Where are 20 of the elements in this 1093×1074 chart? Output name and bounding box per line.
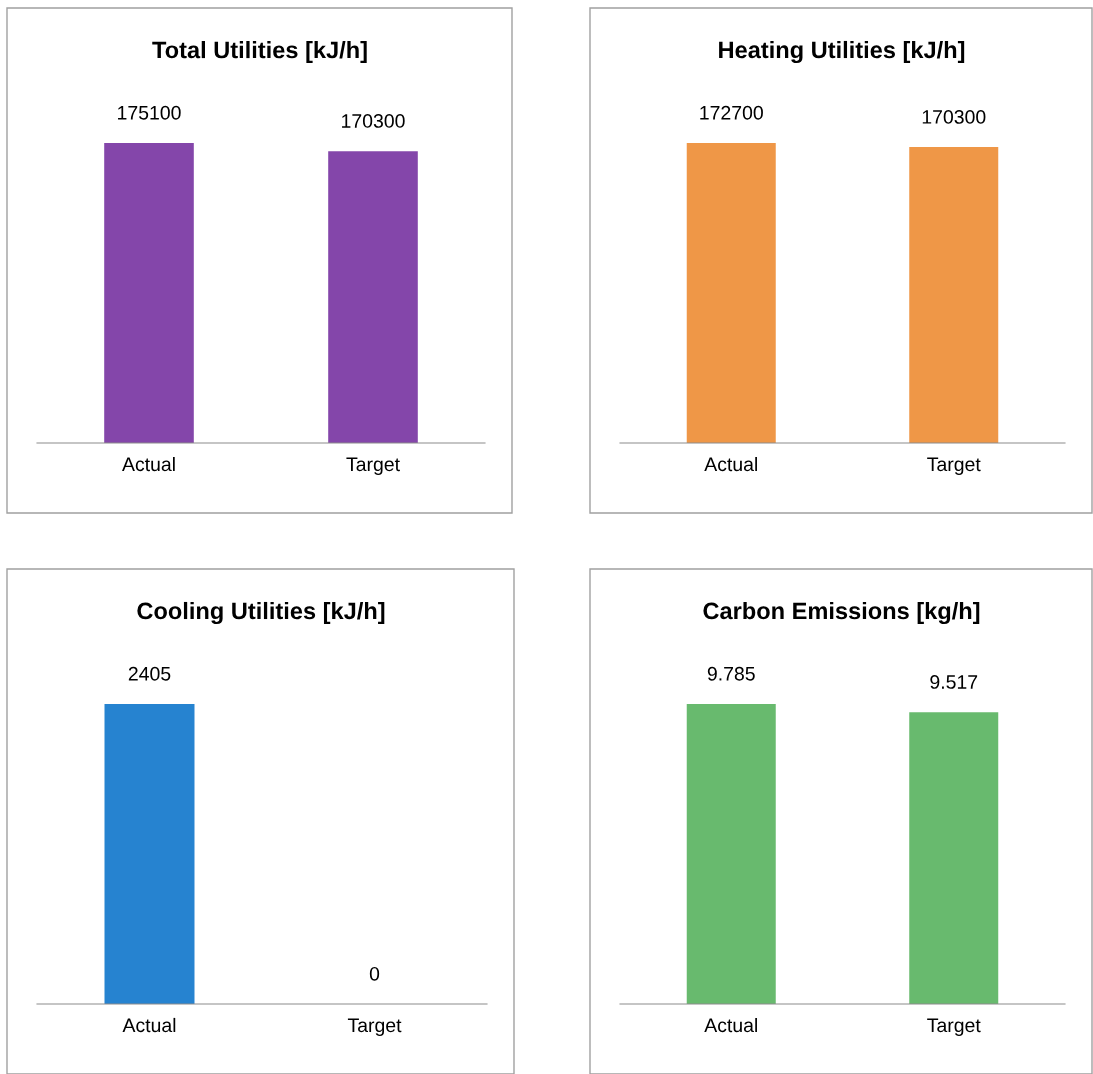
chart-title: Total Utilities [kJ/h] [152, 41, 367, 63]
data-label: 175100 [118, 105, 181, 120]
data-label: 172700 [700, 105, 763, 120]
x-tick-label: Target [927, 457, 981, 476]
data-label: 9.785 [707, 666, 755, 681]
data-label: 0 [369, 966, 380, 981]
x-tick-label: Actual [122, 456, 175, 472]
x-tick-label: Actual [704, 1017, 757, 1033]
x-tick-label: Actual [122, 1017, 176, 1033]
x-tick-label: Target [347, 1018, 402, 1037]
x-tick-label: Target [927, 1018, 981, 1037]
chart-title: Cooling Utilities [kJ/h] [137, 601, 385, 625]
data-label: 2405 [128, 666, 171, 681]
x-tick-label: Actual [704, 456, 757, 472]
data-label: 170300 [922, 110, 986, 124]
x-tick-label: Target [346, 457, 400, 476]
chart-title: Heating Utilities [kJ/h] [719, 40, 965, 64]
data-label: 170300 [342, 114, 405, 128]
data-label: 9.517 [930, 675, 978, 689]
chart-title: Carbon Emissions [kg/h] [703, 601, 980, 625]
